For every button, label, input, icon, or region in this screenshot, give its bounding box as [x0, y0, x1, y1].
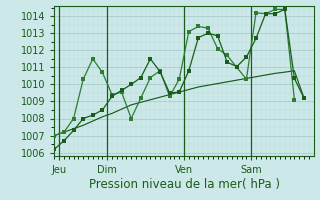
X-axis label: Pression niveau de la mer( hPa ): Pression niveau de la mer( hPa ) — [89, 178, 279, 191]
